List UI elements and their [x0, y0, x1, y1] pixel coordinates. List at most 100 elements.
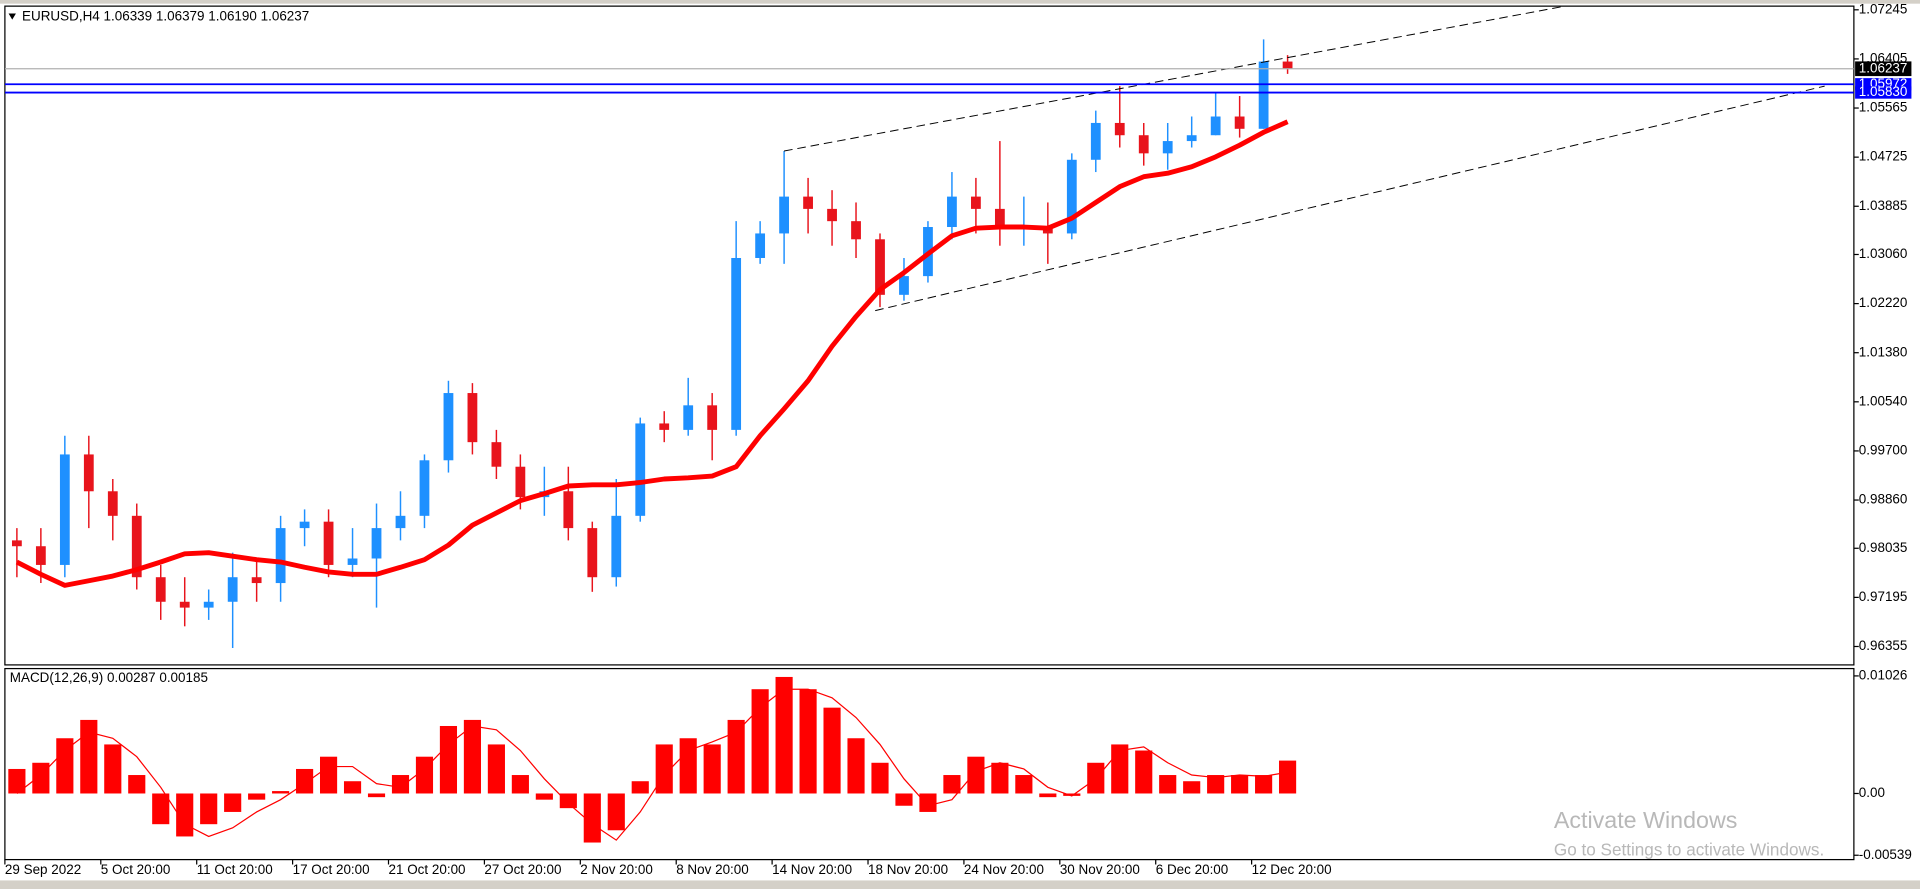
macd-bar [535, 793, 553, 800]
macd-bar [823, 707, 841, 794]
candle-body [227, 577, 238, 602]
y-tick-label: 0.97195 [1859, 589, 1908, 604]
macd-bar [56, 738, 74, 794]
macd-bar [1111, 744, 1129, 794]
candle-body [179, 601, 190, 608]
candle-body [419, 460, 430, 516]
macd-bar [703, 744, 721, 794]
candle-body [1186, 135, 1197, 142]
macd-bar [415, 756, 434, 794]
x-tick-label: 2 Nov 20:00 [580, 862, 653, 877]
macd-bar [1231, 775, 1249, 794]
macd-bar [583, 793, 601, 843]
y-tick-label: 0.98035 [1859, 540, 1908, 555]
candle-body [251, 577, 262, 584]
macd-bar [1159, 775, 1177, 794]
menu-arrow[interactable] [8, 13, 16, 20]
trendline [784, 6, 1566, 152]
macd-bar [391, 775, 410, 794]
y-tick-label: 1.03060 [1859, 246, 1908, 261]
candle-body [683, 405, 694, 430]
x-tick-label: 12 Dec 20:00 [1252, 862, 1332, 877]
macd-bar [511, 775, 529, 794]
main-plot [4, 6, 1854, 648]
candle-body [323, 521, 334, 565]
candle-body [275, 528, 286, 584]
candle-body [491, 442, 502, 467]
macd-bar [1279, 760, 1297, 794]
macd-bar [463, 719, 481, 794]
candle-body [35, 546, 46, 565]
candle-body [299, 521, 310, 529]
x-tick-label: 8 Nov 20:00 [676, 862, 749, 877]
candle-body [563, 491, 574, 529]
candle-body [515, 466, 526, 498]
y-tick-label: 1.05565 [1859, 100, 1908, 115]
y-tick-label: 0.99700 [1859, 442, 1908, 457]
candle-body [155, 577, 166, 602]
y-tick-label: 1.04725 [1859, 149, 1908, 164]
macd-bar [152, 793, 170, 825]
macd-bar [1207, 775, 1225, 794]
candle-body [971, 196, 981, 209]
macd-panel [4, 667, 1855, 861]
trendline [875, 85, 1825, 312]
macd-bar [104, 744, 122, 794]
macd-bar [847, 738, 865, 794]
macd-bar [1135, 750, 1153, 794]
signal-line [16, 688, 1288, 841]
macd-bar [559, 793, 577, 809]
symbol-header: EURUSD,H4 1.06339 1.06379 1.06190 1.0623… [22, 9, 309, 24]
candle-body [395, 515, 406, 529]
candle-body [131, 515, 142, 578]
candle-body [1162, 141, 1173, 154]
candle-body [875, 239, 885, 295]
candle-body [83, 454, 94, 492]
candle-body [611, 515, 622, 578]
moving-average [15, 119, 1289, 588]
macd-bar [895, 793, 913, 806]
candle-body [347, 558, 358, 565]
macd-bar [1039, 793, 1057, 798]
y-tick-label: 0.96355 [1859, 638, 1908, 653]
macd-bar [679, 738, 697, 794]
last-price-box [1855, 61, 1912, 77]
x-tick-label: 5 Oct 20:00 [101, 862, 171, 877]
macd-bar [991, 762, 1009, 794]
macd-bar [224, 793, 242, 812]
candle-body [1066, 159, 1077, 234]
x-tick-label: 30 Nov 20:00 [1060, 862, 1140, 877]
macd-bar [487, 744, 505, 794]
macd-bar [967, 756, 985, 794]
x-tick-label: 14 Nov 20:00 [772, 862, 852, 877]
level-label: 1.05830 [1859, 84, 1908, 99]
candle-body [443, 393, 454, 461]
y-tick-label: 1.03885 [1859, 198, 1908, 213]
y-tick-label: 1.02220 [1859, 295, 1908, 310]
macd-bar [799, 689, 817, 794]
candle-body [1210, 116, 1221, 136]
macd-bar [1183, 781, 1201, 794]
candle-body [203, 601, 214, 608]
candle-body [899, 276, 909, 295]
axes: 1.072451.064051.055651.047251.038851.030… [4, 1, 1912, 877]
macd-bar [319, 756, 338, 794]
macd-bar [1255, 775, 1273, 794]
x-tick-label: 17 Oct 20:00 [293, 862, 370, 877]
macd-bar [775, 676, 793, 794]
x-tick-label: 27 Oct 20:00 [484, 862, 561, 877]
macd-bar [919, 793, 937, 812]
macd-bar [32, 762, 50, 794]
macd-bar [1015, 775, 1033, 794]
candle-body [587, 528, 598, 578]
candle-body [994, 208, 1005, 228]
y-tick-label: 0.98860 [1859, 492, 1908, 507]
candle-body [467, 393, 478, 443]
candle-body [59, 454, 70, 565]
watermark-subtitle: Go to Settings to activate Windows. [1554, 840, 1824, 860]
main-panel [4, 5, 1855, 666]
y-tick-label: 1.07245 [1859, 1, 1908, 16]
y-tick-label: 1.00540 [1859, 393, 1908, 408]
